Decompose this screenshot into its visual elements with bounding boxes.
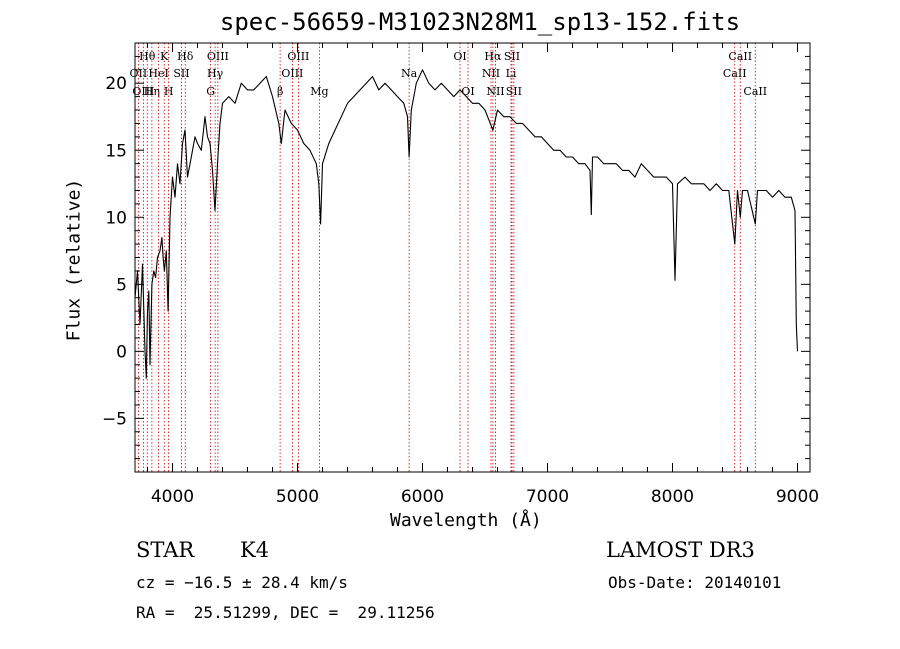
x-tick-label-8000: 8000 (651, 487, 694, 507)
y-tick-label-20: 20 (105, 74, 127, 94)
line-label-27: CaII (743, 85, 767, 98)
y-axis-label: Flux (relative) (63, 178, 85, 342)
survey-name: LAMOST DR3 (606, 538, 755, 562)
chart-title: spec-56659-M31023N28M1_sp13-152.fits (219, 8, 741, 36)
x-tick-label-6000: 6000 (401, 487, 444, 507)
line-label-4: K (160, 50, 169, 63)
line-label-0: Hθ (139, 50, 156, 63)
observation-date: Obs-Date: 20140101 (608, 573, 782, 592)
line-label-15: Mg (310, 85, 328, 98)
spectrum-line (134, 69, 799, 379)
line-label-13: OIII (281, 67, 303, 80)
line-label-5: HeI (148, 67, 168, 80)
line-label-1: OII (130, 67, 148, 80)
object-class: STAR (136, 538, 195, 562)
x-axis-label: Wavelength (Å) (390, 510, 542, 531)
x-tick-label-9000: 9000 (776, 487, 819, 507)
coordinates: RA = 25.51299, DEC = 29.11256 (136, 603, 435, 622)
y-tick-label-0: 0 (116, 342, 127, 362)
plot-frame (134, 42, 811, 473)
y-tick-label-10: 10 (105, 208, 127, 228)
line-label-21: NII (482, 67, 500, 80)
line-label-18: OI (461, 85, 474, 98)
line-label-20: SII (504, 50, 520, 63)
x-tick-label-5000: 5000 (276, 487, 319, 507)
line-label-14: β (277, 85, 283, 98)
line-label-12: OIII (287, 50, 309, 63)
x-tick-label-7000: 7000 (526, 487, 569, 507)
line-label-17: OI (453, 50, 466, 63)
line-label-19: Hα (484, 50, 502, 63)
y-tick-label-5: 5 (116, 275, 127, 295)
line-label-6: SII (173, 67, 189, 80)
object-subclass: K4 (240, 538, 270, 562)
line-label-26: CaII (723, 67, 747, 80)
x-tick-label-4000: 4000 (151, 487, 194, 507)
line-label-24: SII (506, 85, 522, 98)
y-tick-label--5: −5 (102, 409, 127, 429)
line-label-8: Hδ (177, 50, 194, 63)
line-label-9: OIII (207, 50, 229, 63)
line-label-10: Hγ (207, 67, 224, 80)
line-label-7: H (164, 85, 174, 98)
y-tick-label-15: 15 (105, 141, 127, 161)
line-label-23: NII (486, 85, 504, 98)
line-label-16: Na (401, 67, 418, 80)
line-label-2: OIII (132, 85, 154, 98)
line-label-25: CaII (728, 50, 752, 63)
line-label-3: Hη (144, 85, 160, 98)
line-label-11: G (206, 85, 215, 98)
redshift-velocity: cz = −16.5 ± 28.4 km/s (136, 573, 348, 592)
line-label-22: Li (506, 67, 517, 80)
